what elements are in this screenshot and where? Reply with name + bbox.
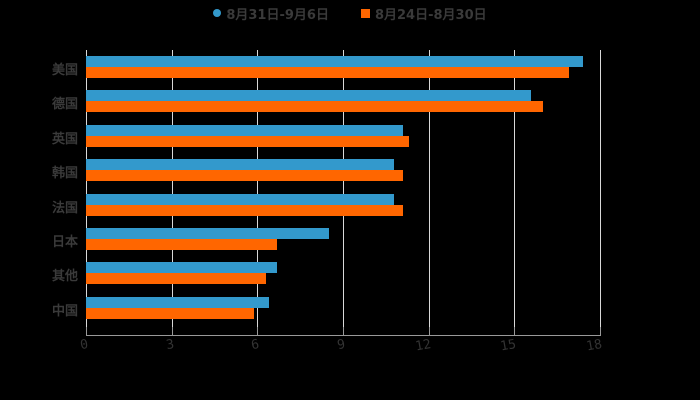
x-tick-label: 18 xyxy=(585,337,604,355)
square-marker-icon xyxy=(360,8,370,18)
x-tick xyxy=(429,327,430,335)
bar-series-b[interactable] xyxy=(86,308,254,319)
y-category-label: 日本 xyxy=(51,235,78,250)
gridline xyxy=(429,50,430,328)
circle-marker-icon xyxy=(213,9,222,17)
x-tick xyxy=(172,327,173,335)
x-tick xyxy=(600,327,601,335)
y-category-label: 法国 xyxy=(51,201,78,216)
bar-series-b[interactable] xyxy=(86,273,266,284)
x-tick-label: 6 xyxy=(250,337,261,354)
bar-series-b[interactable] xyxy=(86,67,569,78)
legend-item-series-a[interactable]: 8月31日-9月6日 xyxy=(213,4,329,23)
legend-item-series-b[interactable]: 8月24日-8月30日 xyxy=(360,4,487,23)
x-tick xyxy=(343,327,344,335)
bar-series-a[interactable] xyxy=(86,56,583,67)
legend-label: 8月31日-9月6日 xyxy=(226,7,329,23)
bar-series-b[interactable] xyxy=(86,101,543,112)
gridline xyxy=(257,50,258,328)
x-tick-label: 9 xyxy=(336,337,347,354)
bar-series-a[interactable] xyxy=(86,228,329,239)
bar-series-a[interactable] xyxy=(86,159,394,170)
bar-series-a[interactable] xyxy=(86,90,531,101)
y-category-label: 英国 xyxy=(51,132,78,147)
chart-legend: 8月31日-9月6日 8月24日-8月30日 xyxy=(0,3,700,23)
gridline xyxy=(514,50,515,328)
x-tick xyxy=(257,327,258,335)
x-tick-label: 15 xyxy=(499,337,518,355)
y-category-label: 其他 xyxy=(51,269,78,284)
bar-series-a[interactable] xyxy=(86,194,394,205)
y-category-label: 美国 xyxy=(51,63,78,78)
gridline xyxy=(343,50,344,328)
gridline xyxy=(172,50,173,328)
bar-series-b[interactable] xyxy=(86,205,403,216)
bar-series-b[interactable] xyxy=(86,136,409,147)
gridline xyxy=(86,50,87,328)
gridline xyxy=(600,50,601,328)
x-tick-label: 0 xyxy=(79,337,90,354)
bar-series-a[interactable] xyxy=(86,125,403,136)
y-category-label: 中国 xyxy=(51,304,78,319)
bar-series-a[interactable] xyxy=(86,297,269,308)
y-category-label: 韩国 xyxy=(51,166,78,181)
x-tick xyxy=(86,327,87,335)
legend-label: 8月24日-8月30日 xyxy=(374,7,487,23)
bar-series-b[interactable] xyxy=(86,239,277,250)
x-tick xyxy=(514,327,515,335)
x-tick-label: 12 xyxy=(414,337,433,355)
bar-series-a[interactable] xyxy=(86,262,277,273)
x-axis-line xyxy=(86,335,601,336)
y-category-label: 德国 xyxy=(51,97,78,112)
bar-series-b[interactable] xyxy=(86,170,403,181)
x-tick-label: 3 xyxy=(165,337,176,354)
